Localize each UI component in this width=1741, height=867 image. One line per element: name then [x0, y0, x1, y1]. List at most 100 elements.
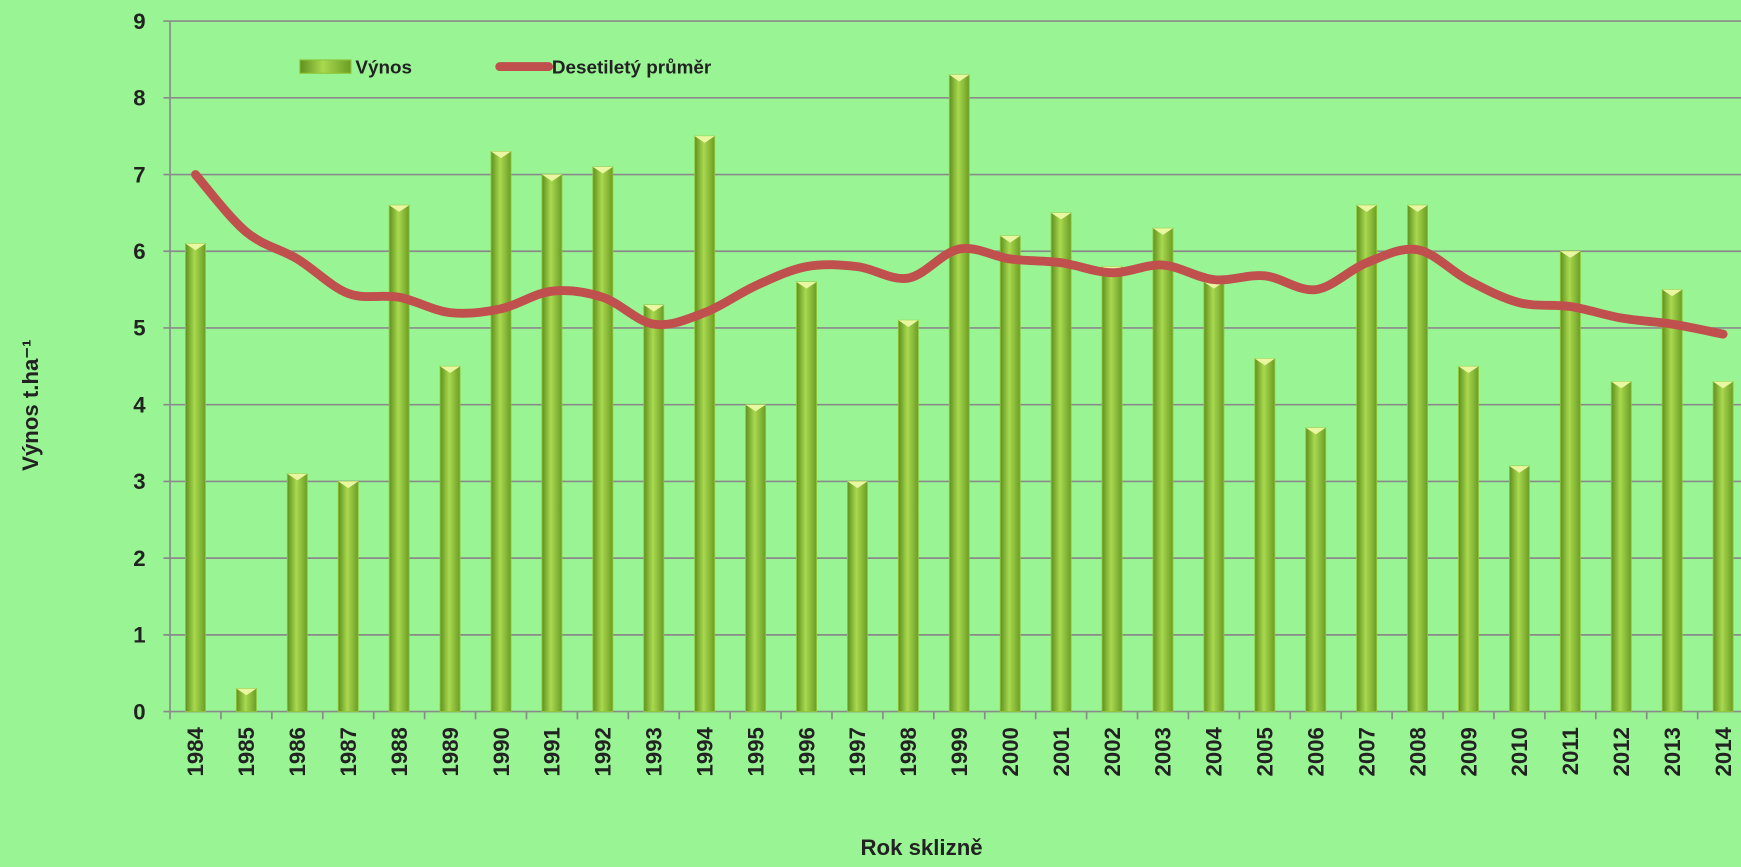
- bar: [286, 473, 308, 713]
- bar: [796, 281, 817, 713]
- x-tick-label: 2005: [1253, 727, 1278, 776]
- bar-cap: [287, 473, 308, 481]
- y-tick-label: 5: [133, 316, 145, 341]
- bar-cap: [745, 404, 766, 412]
- bar: [694, 135, 716, 713]
- bar: [185, 243, 206, 713]
- bar-cap: [1356, 205, 1377, 212]
- bar: [1712, 381, 1734, 713]
- bar: [745, 404, 767, 713]
- y-tick-label: 4: [133, 392, 146, 417]
- x-tick-label: 1987: [336, 727, 361, 776]
- bar: [1407, 204, 1429, 713]
- bar-cap: [1560, 251, 1581, 258]
- x-tick-label: 1996: [794, 727, 819, 776]
- x-tick-label: 2001: [1049, 727, 1074, 776]
- y-tick-label: 1: [133, 623, 145, 648]
- x-tick-label: 2000: [998, 727, 1023, 776]
- bar-cap: [592, 166, 613, 174]
- x-tick-label: 1990: [489, 727, 514, 776]
- x-tick-label: 1984: [183, 726, 208, 776]
- bar: [643, 304, 665, 713]
- bar-cap: [1611, 381, 1632, 389]
- bar-cap: [1407, 205, 1428, 212]
- bar: [337, 480, 359, 713]
- bar-cap: [1152, 228, 1173, 235]
- legend-swatch: [299, 59, 352, 74]
- x-tick-label: 1985: [234, 727, 259, 776]
- bar: [1356, 204, 1378, 713]
- bar-cap: [440, 366, 461, 373]
- x-tick-label: 2003: [1151, 727, 1176, 776]
- bar: [1305, 427, 1327, 713]
- bar: [948, 74, 970, 713]
- y-tick-label: 9: [133, 9, 145, 34]
- bar-cap: [949, 74, 970, 82]
- x-tick-label: 2009: [1456, 727, 1481, 776]
- bar: [1050, 212, 1072, 713]
- y-tick-label: 2: [133, 546, 145, 571]
- bar-cap: [1254, 358, 1275, 366]
- bar-cap: [541, 174, 562, 182]
- x-tick-label: 1993: [642, 727, 667, 776]
- line: [191, 170, 1728, 339]
- bar-cap: [1713, 381, 1734, 389]
- bar: [439, 365, 461, 713]
- x-tick-label: 2010: [1507, 727, 1532, 776]
- x-tick-label: 2007: [1354, 727, 1379, 776]
- bar-cap: [338, 481, 359, 489]
- bar: [897, 319, 919, 713]
- x-tick-label: 1988: [387, 727, 412, 776]
- bar-cap: [643, 304, 664, 312]
- bar-cap: [1051, 212, 1072, 220]
- bar-cap: [236, 688, 257, 696]
- x-tick-label: 1995: [743, 727, 768, 776]
- x-tick-label: 1994: [692, 726, 717, 776]
- bar-cap: [1509, 466, 1530, 473]
- bar-cap: [389, 205, 410, 212]
- bar-cap: [1662, 289, 1683, 297]
- bar-cap: [898, 320, 919, 327]
- y-axis-title: Výnos t.ha⁻¹: [18, 340, 43, 471]
- bar-cap: [1458, 366, 1479, 373]
- x-tick-label: 1998: [896, 727, 921, 776]
- bar: [1458, 365, 1479, 713]
- x-tick-label: 1991: [540, 727, 565, 776]
- x-tick-label: 1999: [947, 727, 972, 776]
- x-tick-label: 1992: [591, 727, 616, 776]
- x-tick-label: 2013: [1660, 727, 1685, 776]
- bar-cap: [796, 281, 817, 289]
- x-tick-label: 2012: [1609, 727, 1634, 776]
- x-tick-label: 2011: [1558, 727, 1583, 775]
- bar: [1152, 227, 1174, 713]
- bar: [1101, 266, 1123, 713]
- y-tick-label: 7: [133, 162, 145, 187]
- x-tick-label: 2002: [1100, 727, 1125, 776]
- y-tick-label: 3: [133, 469, 145, 494]
- bar-cap: [694, 136, 715, 143]
- bar: [847, 480, 868, 713]
- legend-label: Výnos: [355, 56, 412, 77]
- bar-cap: [1000, 235, 1021, 243]
- bar: [541, 174, 563, 713]
- x-axis-title: Rok sklizně: [861, 835, 983, 860]
- y-tick-label: 0: [133, 699, 145, 724]
- y-tick-label: 8: [133, 86, 145, 111]
- bar: [999, 235, 1021, 713]
- x-tick-label: 1989: [438, 727, 463, 776]
- bar: [1508, 465, 1530, 713]
- bar: [388, 204, 410, 713]
- x-tick-label: 2008: [1405, 727, 1430, 776]
- bar: [1254, 358, 1276, 713]
- bar-cap: [491, 151, 511, 159]
- bar: [1610, 381, 1632, 713]
- bar: [1203, 281, 1225, 713]
- y-tick-label: 6: [133, 239, 145, 264]
- x-tick-label: 2014: [1711, 726, 1736, 776]
- bar-cap: [847, 481, 868, 489]
- bar-cap: [185, 243, 206, 251]
- bar: [1661, 289, 1683, 713]
- bar: [592, 166, 614, 713]
- bar-cap: [1305, 427, 1326, 435]
- x-tick-label: 1997: [845, 727, 870, 776]
